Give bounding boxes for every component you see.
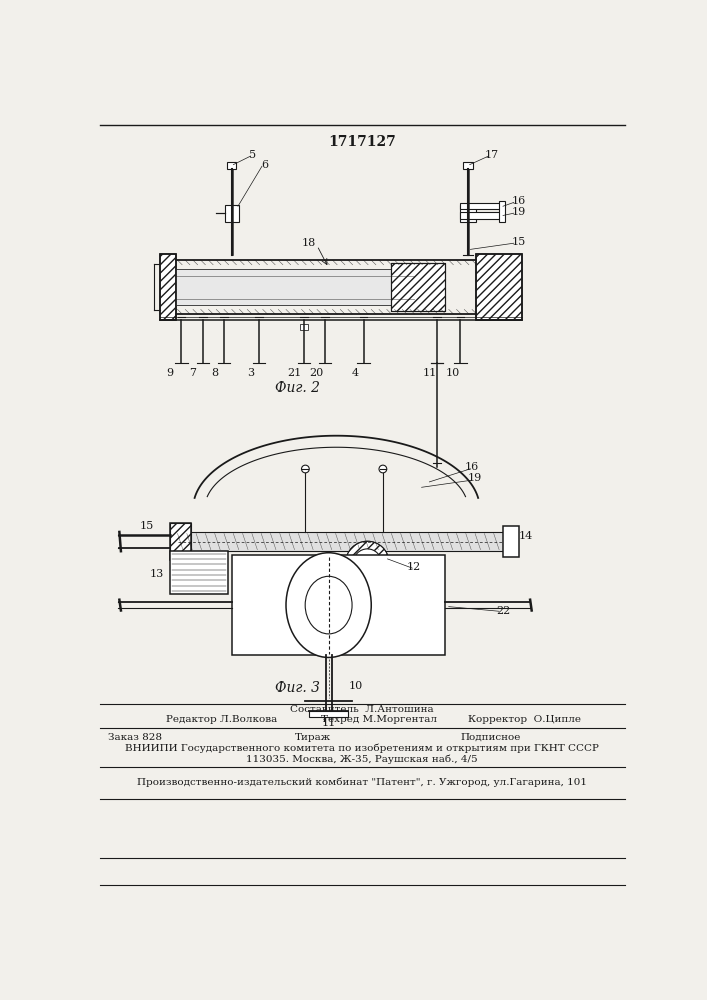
Bar xyxy=(170,523,192,560)
Text: 5: 5 xyxy=(249,150,256,160)
Text: Тираж: Тираж xyxy=(295,733,331,742)
Text: ВНИИПИ Государственного комитета по изобретениям и открытиям при ГКНТ СССР: ВНИИПИ Государственного комитета по изоб… xyxy=(125,744,599,753)
Bar xyxy=(391,263,445,311)
Bar xyxy=(170,551,228,594)
Bar xyxy=(464,162,473,169)
Text: 9: 9 xyxy=(166,368,173,378)
Bar xyxy=(499,201,506,222)
Bar xyxy=(227,162,236,169)
Bar xyxy=(476,254,522,320)
Text: 13: 13 xyxy=(149,569,164,579)
Text: 19: 19 xyxy=(467,473,481,483)
Circle shape xyxy=(354,549,381,577)
Ellipse shape xyxy=(286,553,371,657)
Bar xyxy=(476,254,522,320)
Text: 10: 10 xyxy=(445,368,460,378)
Text: 15: 15 xyxy=(511,237,525,247)
Text: 16: 16 xyxy=(465,462,479,472)
Text: 20: 20 xyxy=(309,368,323,378)
Text: Техред М.Моргентал: Техред М.Моргентал xyxy=(321,715,437,724)
Text: 19: 19 xyxy=(511,207,525,217)
Bar xyxy=(176,269,414,305)
Text: 21: 21 xyxy=(288,368,302,378)
Text: Подписное: Подписное xyxy=(460,733,521,742)
Bar xyxy=(503,526,518,557)
Circle shape xyxy=(346,541,389,584)
Bar xyxy=(160,254,176,320)
Text: Производственно-издательский комбинат "Патент", г. Ужгород, ул.Гагарина, 101: Производственно-издательский комбинат "П… xyxy=(137,777,587,787)
Circle shape xyxy=(301,465,309,473)
Text: 18: 18 xyxy=(302,238,316,248)
Text: Заказ 828: Заказ 828 xyxy=(107,733,162,742)
Text: 1717127: 1717127 xyxy=(328,135,396,149)
Bar xyxy=(160,254,176,320)
Ellipse shape xyxy=(305,576,352,634)
Bar xyxy=(232,555,445,655)
Bar xyxy=(170,523,192,560)
Bar xyxy=(391,263,445,311)
Bar xyxy=(460,205,476,222)
Bar xyxy=(225,205,239,222)
Text: 113035. Москва, Ж-35, Раушская наб., 4/5: 113035. Москва, Ж-35, Раушская наб., 4/5 xyxy=(246,754,478,764)
Text: Редактор Л.Волкова: Редактор Л.Волкова xyxy=(166,715,277,724)
Text: 11: 11 xyxy=(422,368,436,378)
Bar xyxy=(460,203,503,209)
Text: Составитель  Л.Антошина: Составитель Л.Антошина xyxy=(290,705,434,714)
Text: 8: 8 xyxy=(211,368,218,378)
Bar xyxy=(174,532,507,551)
Text: 6: 6 xyxy=(262,160,269,170)
Text: Корректор  О.Ципле: Корректор О.Ципле xyxy=(468,715,581,724)
Text: 14: 14 xyxy=(519,531,533,541)
Text: Фиг. 3: Фиг. 3 xyxy=(275,681,320,695)
Text: 7: 7 xyxy=(189,368,197,378)
Circle shape xyxy=(379,465,387,473)
Bar xyxy=(460,212,503,219)
Text: 10: 10 xyxy=(349,681,363,691)
Text: 16: 16 xyxy=(511,196,525,206)
Bar xyxy=(300,324,308,330)
Text: 11: 11 xyxy=(322,718,336,728)
Text: Фиг. 2: Фиг. 2 xyxy=(275,381,320,395)
Bar xyxy=(309,711,348,717)
Text: 12: 12 xyxy=(407,562,421,572)
Text: 17: 17 xyxy=(484,150,498,160)
Text: 22: 22 xyxy=(496,606,510,616)
Text: 4: 4 xyxy=(351,368,358,378)
Text: 3: 3 xyxy=(247,368,255,378)
Text: 15: 15 xyxy=(139,521,153,531)
